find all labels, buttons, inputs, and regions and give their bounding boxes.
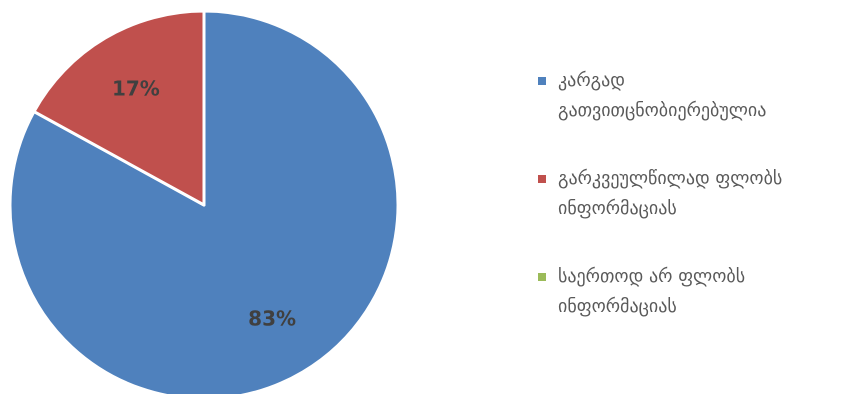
legend-swatch-well-aware	[538, 77, 546, 85]
legend-item-well-aware: კარგად გათვითცნობიერებულია	[538, 66, 838, 126]
legend-swatch-not-informed	[538, 273, 546, 281]
pie-data-labels: 83% 17%	[112, 76, 296, 330]
legend-label-not-informed: საერთოდ არ ფლობს ინფორმაციას	[558, 266, 746, 317]
legend: კარგად გათვითცნობიერებულია გარკვეულწილად…	[538, 66, 838, 322]
legend-item-partially-informed: გარკვეულწილად ფლობს ინფორმაციას	[538, 164, 838, 224]
pie-slices	[8, 9, 400, 394]
legend-label-well-aware: კარგად გათვითცნობიერებულია	[558, 70, 767, 121]
legend-label-partially-informed: გარკვეულწილად ფლობს ინფორმაციას	[558, 168, 783, 219]
legend-swatch-partially-informed	[538, 175, 546, 183]
pie-slice-partially-informed	[32, 9, 206, 207]
data-label-partially-informed: 17%	[112, 76, 160, 100]
legend-item-not-informed: საერთოდ არ ფლობს ინფორმაციას	[538, 262, 838, 322]
data-label-well-aware: 83%	[248, 307, 296, 331]
